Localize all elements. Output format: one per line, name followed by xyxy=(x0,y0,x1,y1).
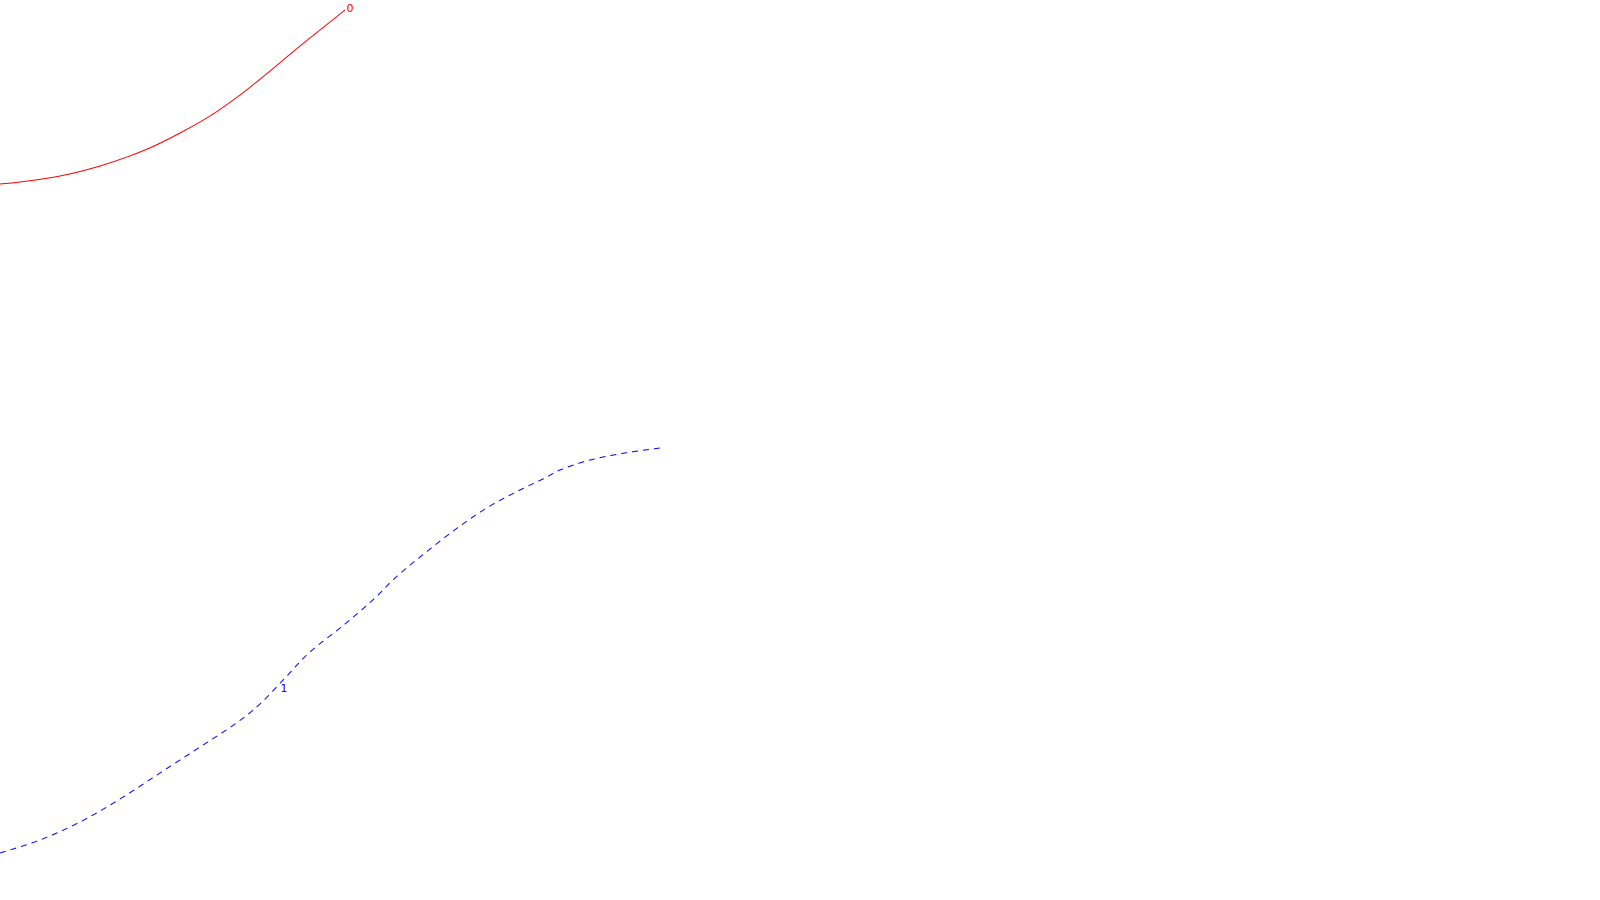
contour-lines xyxy=(0,9,661,854)
contour-line-0 xyxy=(0,9,346,185)
contour-labels: 01 xyxy=(281,2,354,695)
contour-label-1: 1 xyxy=(281,682,288,695)
contour-line-1 xyxy=(0,447,661,854)
contour-label-0: 0 xyxy=(347,2,354,15)
